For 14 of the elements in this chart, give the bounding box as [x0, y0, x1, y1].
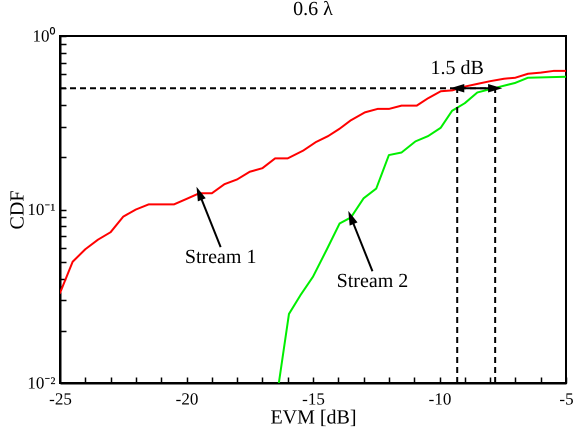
x-tick-label: -5: [559, 390, 574, 408]
x-axis-title: EVM [dB]: [270, 406, 357, 428]
chart-title: 0.6 λ: [293, 0, 334, 20]
x-tick-label: -15: [302, 390, 325, 408]
text: Stream 1: [184, 246, 256, 268]
x-tick-label: -10: [428, 390, 452, 408]
x-tick-label: -20: [176, 390, 198, 408]
x-tick-label: -25: [49, 390, 72, 408]
y-axis-title: CDF: [6, 190, 28, 230]
y-tick-label: 10⁻²: [27, 374, 56, 392]
annotation: 1.5 dB: [430, 57, 484, 80]
y-tick-label: 10⁰: [32, 26, 56, 46]
y-tick-label: 10⁻¹: [27, 200, 56, 219]
series-label: Stream 2: [336, 270, 408, 292]
